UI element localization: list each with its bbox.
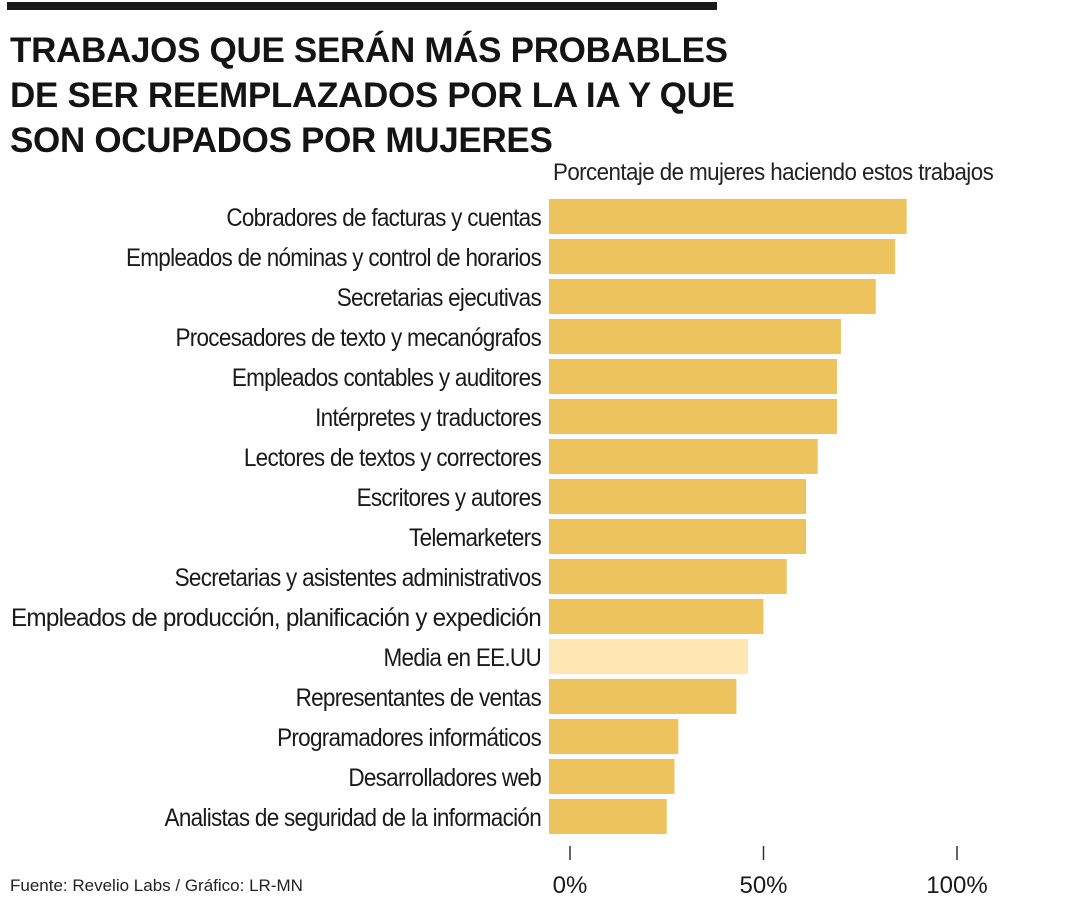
bar-13 — [549, 679, 737, 714]
category-label-6: Intérpretes y traductores — [315, 404, 541, 432]
title-line-1: TRABAJOS QUE SERÁN MÁS PROBABLES — [10, 31, 728, 70]
category-label-13: Representantes de ventas — [296, 684, 542, 712]
top-rule — [7, 2, 717, 10]
x-axis-label: Porcentaje de mujeres haciendo estos tra… — [553, 159, 994, 186]
x-tick-label-1: 0% — [553, 872, 588, 899]
category-label-4: Procesadores de texto y mecanógrafos — [175, 324, 541, 352]
category-label-10: Secretarias y asistentes administrativos — [175, 564, 542, 592]
category-label-7: Lectores de textos y correctores — [244, 444, 541, 472]
category-label-1: Cobradores de facturas y cuentas — [226, 204, 541, 232]
bar-7 — [549, 439, 818, 474]
bar-1 — [549, 199, 907, 234]
category-label-14: Programadores informáticos — [277, 724, 541, 752]
category-label-5: Empleados contables y auditores — [232, 364, 541, 392]
title-line-2: DE SER REEMPLAZADOS POR LA IA Y QUE — [10, 76, 735, 115]
bar-9 — [549, 519, 807, 554]
category-label-9: Telemarketers — [409, 524, 541, 552]
bar-2 — [549, 239, 896, 274]
category-label-2: Empleados de nóminas y control de horari… — [126, 244, 541, 272]
bar-5 — [549, 359, 838, 394]
category-label-8: Escritores y autores — [357, 484, 542, 512]
bar-16 — [549, 799, 667, 834]
bar-14 — [549, 719, 679, 754]
category-label-16: Analistas de seguridad de la información — [165, 804, 541, 832]
chart-title: TRABAJOS QUE SERÁN MÁS PROBABLES DE SER … — [10, 28, 735, 163]
x-axis-ticks-group: 0% 50% 100% — [553, 846, 988, 899]
bar-4 — [549, 319, 841, 354]
bars-group — [549, 199, 907, 834]
bar-8 — [549, 479, 807, 514]
title-line-3: SON OCUPADOS POR MUJERES — [10, 121, 553, 160]
x-tick-label-3: 100% — [926, 872, 987, 899]
source-note: Fuente: Revelio Labs / Gráfico: LR-MN — [10, 876, 303, 895]
bar-6 — [549, 399, 838, 434]
category-label-3: Secretarias ejecutivas — [337, 284, 542, 312]
bar-11 — [549, 599, 764, 634]
category-labels-group: Cobradores de facturas y cuentas Empleado… — [11, 204, 542, 832]
category-label-12: Media en EE.UU — [384, 644, 542, 672]
bar-10 — [549, 559, 787, 594]
category-label-11: Empleados de producción, planificación y… — [11, 604, 541, 632]
bar-15 — [549, 759, 675, 794]
x-tick-label-2: 50% — [739, 872, 787, 899]
category-label-15: Desarrolladores web — [348, 764, 541, 792]
bar-12 — [549, 639, 749, 674]
bar-3 — [549, 279, 876, 314]
